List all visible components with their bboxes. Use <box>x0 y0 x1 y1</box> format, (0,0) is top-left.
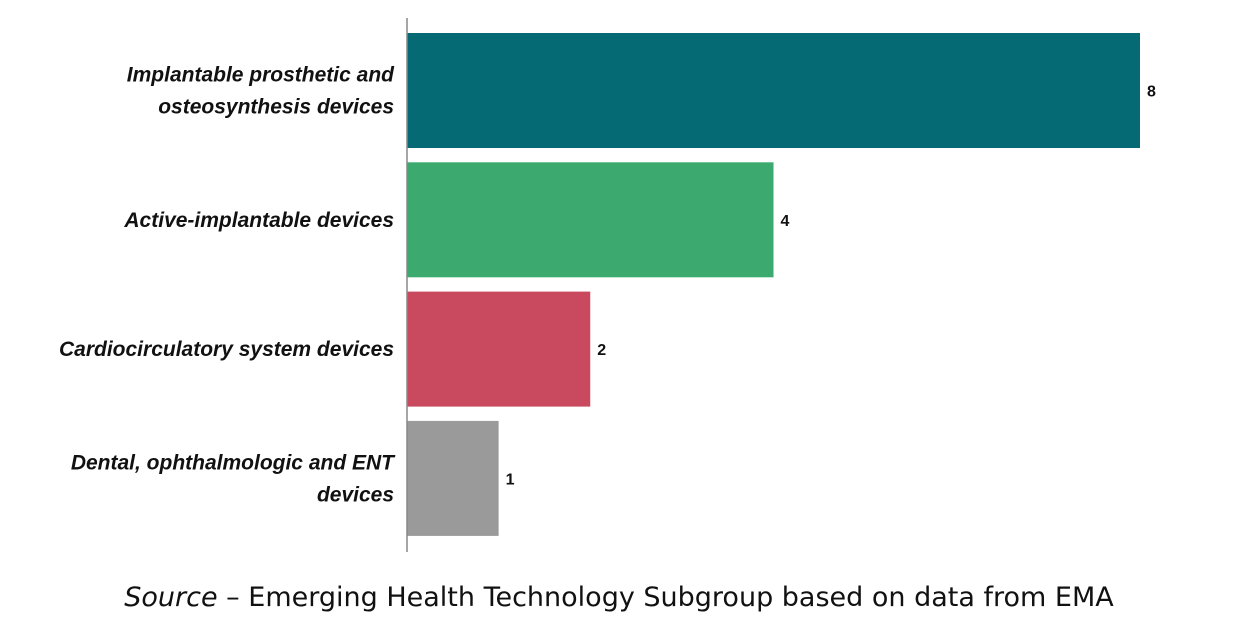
source-note: Source – Emerging Health Technology Subg… <box>0 582 1238 613</box>
category-label-2: Active-implantable devices <box>123 209 394 232</box>
value-label-3: 2 <box>597 342 606 359</box>
category-label-4-line-1: Dental, ophthalmologic and ENT <box>71 451 396 474</box>
value-label-2: 4 <box>781 213 790 230</box>
source-prefix: Source <box>124 582 218 613</box>
source-text: – Emerging Health Technology Subgroup ba… <box>217 582 1114 613</box>
bar-2 <box>407 162 774 278</box>
category-label-1-line-1: Implantable prosthetic and <box>127 64 395 87</box>
category-label-4-line-2: devices <box>317 483 394 506</box>
bar-4 <box>407 420 499 536</box>
value-label-1: 8 <box>1147 84 1156 101</box>
value-label-4: 1 <box>506 471 515 488</box>
bar-chart: 8 Implantable prosthetic and osteosynthesi… <box>59 18 1156 552</box>
category-label-1-line-2: osteosynthesis devices <box>158 96 394 119</box>
category-label-3: Cardiocirculatory system devices <box>59 338 394 361</box>
bar-1 <box>407 33 1140 148</box>
bar-3 <box>407 291 591 407</box>
